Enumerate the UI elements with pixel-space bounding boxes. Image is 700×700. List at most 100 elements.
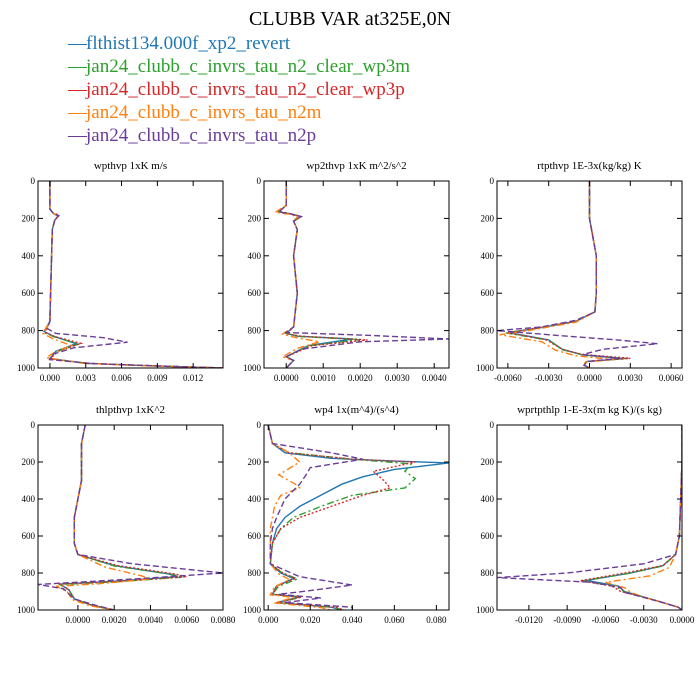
series-line-1 (277, 181, 353, 368)
y-tick-label: 400 (22, 494, 36, 504)
legend-entry-2: —jan24_clubb_c_invrs_tau_n2_clear_wp3m (68, 55, 668, 78)
y-tick-label: 1000 (476, 363, 495, 373)
x-tick-label: 0.0000 (670, 615, 695, 625)
y-tick-label: 0 (257, 420, 262, 430)
panel-title: thlpthvp 1xK^2 (96, 404, 165, 416)
panel-3: rtpthvp 1E-3x(kg/kg) K02004006008001000-… (476, 160, 684, 383)
x-tick-label: 0.0080 (211, 615, 236, 625)
x-tick-label: 0.0040 (422, 373, 447, 383)
x-tick-label: 0.000 (40, 373, 61, 383)
x-tick-label: 0.009 (147, 373, 168, 383)
y-tick-label: 600 (22, 288, 36, 298)
series-line-1 (586, 425, 682, 610)
y-tick-label: 1000 (243, 605, 262, 615)
y-tick-label: 800 (248, 326, 262, 336)
x-tick-label: -0.0030 (535, 373, 563, 383)
series-line-5 (277, 181, 449, 368)
legend-label-2: jan24_clubb_c_invrs_tau_n2_clear_wp3m (86, 56, 410, 77)
legend-entry-4: —jan24_clubb_c_invrs_tau_n2m (68, 101, 668, 124)
plot-frame (496, 424, 683, 611)
x-tick-label: -0.0120 (515, 615, 543, 625)
series-line-3 (267, 425, 416, 610)
x-tick-label: -0.0030 (630, 615, 658, 625)
panel-1: wpthvp 1xK m/s 0 200 400 600 800 1000 0.000 0.00… (17, 160, 224, 383)
series-line-3 (44, 181, 223, 368)
y-tick-label: 200 (22, 213, 36, 223)
x-tick-label: 0.0000 (577, 373, 602, 383)
y-tick-label: 1000 (476, 605, 495, 615)
plot-frame (263, 180, 450, 369)
y-tick-label: 600 (248, 288, 262, 298)
series-line-4 (55, 425, 151, 610)
x-tick-label: 0.0020 (348, 373, 373, 383)
panel-4: thlpthvp 1xK^2 0 200 400 600 800 1000 0.0000 0.0… (17, 404, 236, 625)
series-line-5 (497, 425, 682, 610)
series-line-5 (267, 425, 363, 610)
x-tick-label: 0.0030 (618, 373, 643, 383)
x-tick-label: 0.012 (183, 373, 203, 383)
panel-title: wpthvp 1xK m/s (94, 160, 167, 172)
legend-dash-3: — (68, 79, 87, 100)
series-line-5 (46, 181, 223, 368)
y-tick-label: 400 (248, 494, 262, 504)
series-line-5 (38, 425, 223, 610)
x-tick-label: 0.040 (342, 615, 363, 625)
series-line-1 (43, 181, 223, 368)
x-tick-label: 0.020 (300, 615, 321, 625)
x-tick-label: 0.006 (111, 373, 132, 383)
y-tick-label: 0 (490, 420, 495, 430)
x-tick-label: -0.0090 (553, 615, 581, 625)
x-tick-label: 0.060 (384, 615, 405, 625)
plot-frame (37, 424, 224, 611)
legend-dash-1: — (68, 33, 87, 54)
x-tick-label: 0.0000 (66, 615, 91, 625)
panel-6: wprtpthlp 1-E-3x(m kg K)/(s kg) 0 200 400 60… (476, 404, 695, 625)
plot-frame (263, 424, 450, 611)
x-tick-label: 0.0060 (174, 615, 199, 625)
y-tick-label: 200 (22, 457, 36, 467)
series-line-3 (57, 425, 187, 610)
y-tick-label: 200 (248, 457, 262, 467)
series-line-2 (57, 425, 184, 610)
y-tick-label: 600 (248, 531, 262, 541)
panel-2: wp2thvp 1xK m^2/s^2 0 200 400 600 800 1000 0.00… (243, 160, 450, 383)
y-tick-label: 400 (481, 251, 495, 261)
x-tick-label: 0.000 (258, 615, 279, 625)
y-tick-label: 400 (22, 251, 36, 261)
y-tick-label: 800 (481, 326, 495, 336)
y-tick-label: 600 (481, 531, 495, 541)
x-tick-label: 0.0020 (102, 615, 127, 625)
y-tick-label: 1000 (17, 363, 36, 373)
y-tick-label: 0 (31, 420, 36, 430)
series-line-4 (499, 181, 615, 368)
y-tick-label: 800 (481, 568, 495, 578)
legend-entry-1: —flthist134.000f_xp2_revert (68, 32, 668, 55)
x-tick-label: 0.080 (426, 615, 447, 625)
legend-dash-2: — (68, 56, 87, 77)
y-tick-label: 200 (248, 213, 262, 223)
y-tick-label: 200 (481, 457, 495, 467)
legend: —flthist134.000f_xp2_revert —jan24_clubb… (68, 32, 668, 147)
series-line-5 (497, 181, 658, 368)
x-tick-label: -0.0060 (592, 615, 620, 625)
legend-entry-3: —jan24_clubb_c_invrs_tau_n2_clear_wp3p (68, 78, 668, 101)
legend-label-3: jan24_clubb_c_invrs_tau_n2_clear_wp3p (86, 79, 405, 100)
legend-dash-4: — (68, 102, 87, 123)
panel-title: rtpthvp 1E-3x(kg/kg) K (537, 160, 642, 172)
legend-label-1: flthist134.000f_xp2_revert (86, 33, 291, 54)
legend-entry-5: —jan24_clubb_c_invrs_tau_n2p (68, 124, 668, 147)
series-line-2 (43, 181, 223, 368)
panel-title: wp4 1x(m^4)/(s^4) (314, 404, 399, 416)
y-tick-label: 600 (22, 531, 36, 541)
y-tick-label: 800 (22, 568, 36, 578)
panel-title: wp2thvp 1xK m^2/s^2 (306, 160, 406, 172)
y-tick-label: 400 (248, 251, 262, 261)
y-tick-label: 1000 (243, 363, 262, 373)
x-tick-label: 0.0060 (659, 373, 684, 383)
y-tick-label: 600 (481, 288, 495, 298)
chart-title: CLUBB VAR at325E,0N (248, 8, 452, 30)
y-tick-label: 800 (248, 568, 262, 578)
y-tick-label: 800 (22, 326, 36, 336)
